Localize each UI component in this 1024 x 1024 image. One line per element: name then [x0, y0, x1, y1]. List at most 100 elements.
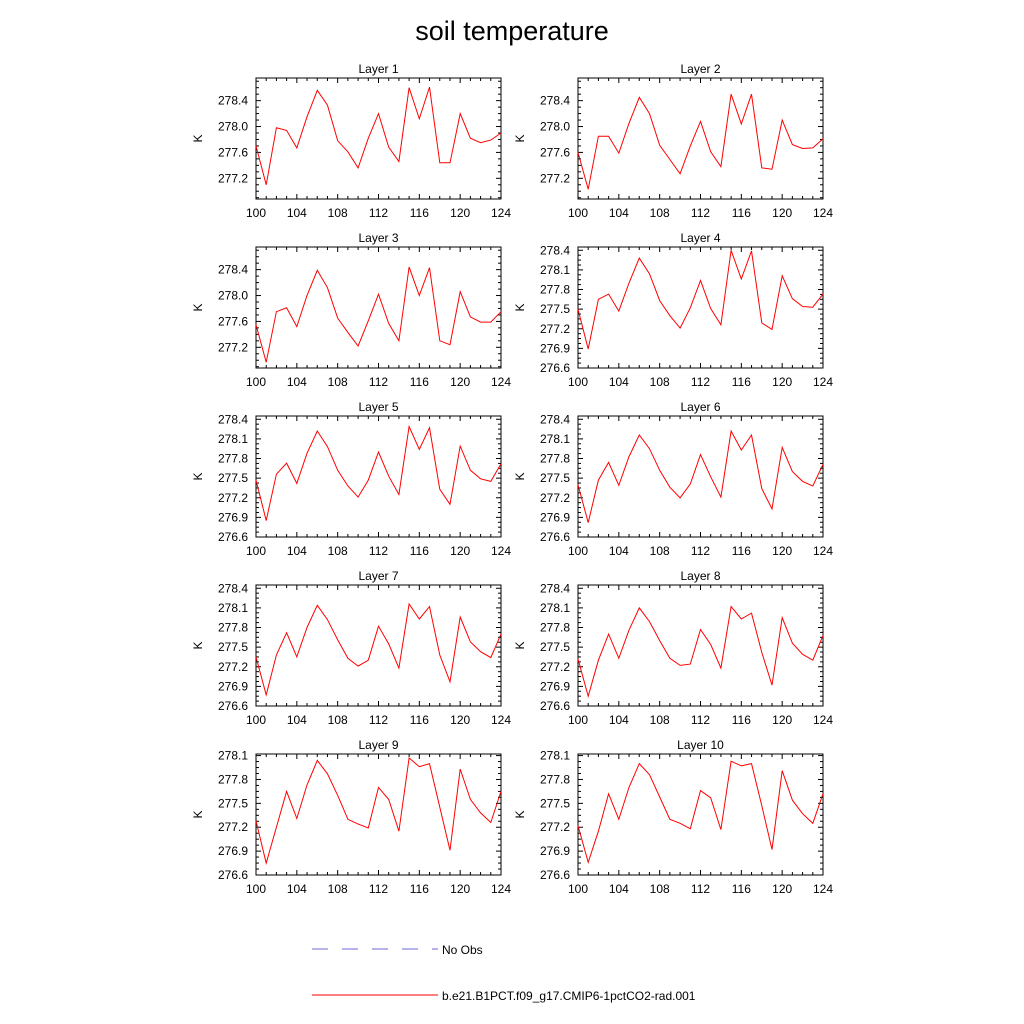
y-tick-label: 277.5 — [218, 471, 248, 485]
y-tick-label: 277.2 — [218, 491, 248, 505]
x-tick-label: 112 — [691, 544, 710, 558]
x-tick-label: 108 — [328, 882, 348, 896]
x-tick-label: 104 — [609, 544, 629, 558]
legend-label-no-obs: No Obs — [442, 943, 483, 957]
y-tick-label: 278.1 — [540, 749, 570, 763]
x-tick-label: 104 — [609, 375, 629, 389]
y-tick-label: 277.8 — [218, 621, 248, 635]
x-tick-label: 112 — [369, 544, 388, 558]
y-tick-label: 278.0 — [218, 289, 248, 303]
plot-frame — [255, 415, 502, 538]
x-tick-label: 108 — [650, 713, 670, 727]
y-tick-label: 277.2 — [218, 340, 248, 354]
x-tick-label: 104 — [609, 206, 629, 220]
y-tick-label: 277.8 — [540, 621, 570, 635]
series-line-layer-10 — [577, 760, 824, 865]
x-tick-label: 120 — [450, 375, 470, 389]
y-axis-label: K — [191, 810, 205, 818]
y-tick-label: 276.6 — [540, 530, 570, 544]
x-tick-label: 124 — [491, 206, 511, 220]
x-tick-label: 120 — [772, 206, 792, 220]
y-tick-label: 276.9 — [218, 510, 248, 524]
plot-frame — [577, 584, 824, 707]
x-tick-label: 112 — [369, 206, 388, 220]
x-tick-label: 100 — [568, 206, 588, 220]
y-tick-label: 277.2 — [540, 660, 570, 674]
x-tick-label: 116 — [732, 206, 751, 220]
y-tick-label: 277.2 — [218, 171, 248, 185]
y-tick-label: 276.9 — [540, 341, 570, 355]
y-axis-label: K — [191, 472, 205, 480]
x-tick-label: 116 — [410, 882, 429, 896]
panels-group: Layer 1 K 100 104 108 112 116 120 124 277.2 277.6 2… — [191, 62, 833, 896]
x-tick-label: 120 — [450, 544, 470, 558]
y-tick-label: 278.4 — [218, 581, 248, 595]
series-line-layer-9 — [255, 757, 502, 866]
panel-title: Layer 1 — [358, 62, 398, 76]
y-tick-label: 277.5 — [540, 796, 570, 810]
x-tick-label: 120 — [450, 882, 470, 896]
y-tick-label: 277.6 — [540, 145, 570, 159]
y-tick-label: 278.4 — [540, 412, 570, 426]
x-tick-label: 120 — [450, 206, 470, 220]
x-tick-label: 104 — [287, 544, 307, 558]
plot-frame — [255, 584, 502, 707]
y-tick-label: 277.2 — [218, 820, 248, 834]
y-tick-label: 277.2 — [540, 322, 570, 336]
x-tick-label: 124 — [813, 713, 833, 727]
y-tick-label: 276.6 — [218, 868, 248, 882]
x-tick-label: 100 — [568, 882, 588, 896]
panel-layer-1: Layer 1 K 100 104 108 112 116 120 124 277.2 277.6 2… — [191, 62, 511, 220]
y-tick-label: 276.6 — [540, 361, 570, 375]
y-tick-label: 277.5 — [540, 471, 570, 485]
y-tick-label: 278.4 — [540, 94, 570, 108]
plot-frame — [255, 246, 502, 369]
y-tick-label: 278.4 — [218, 412, 248, 426]
y-tick-label: 277.8 — [218, 772, 248, 786]
y-tick-label: 278.4 — [218, 263, 248, 277]
x-tick-label: 108 — [328, 375, 348, 389]
y-tick-label: 277.8 — [540, 283, 570, 297]
y-tick-label: 278.4 — [218, 94, 248, 108]
y-axis-label: K — [513, 303, 527, 311]
x-tick-label: 108 — [650, 882, 670, 896]
y-tick-label: 277.8 — [218, 452, 248, 466]
plot-frame — [255, 77, 502, 200]
panel-title: Layer 6 — [680, 400, 720, 414]
x-tick-label: 112 — [691, 713, 710, 727]
x-tick-label: 108 — [328, 713, 348, 727]
x-tick-label: 116 — [732, 713, 751, 727]
x-tick-label: 100 — [246, 375, 266, 389]
x-tick-label: 112 — [691, 206, 710, 220]
y-tick-label: 277.5 — [218, 640, 248, 654]
series-line-layer-4 — [577, 250, 824, 350]
x-tick-label: 112 — [691, 882, 710, 896]
x-tick-label: 100 — [568, 375, 588, 389]
y-tick-label: 277.6 — [218, 314, 248, 328]
x-tick-label: 116 — [410, 375, 429, 389]
y-tick-label: 277.2 — [540, 171, 570, 185]
y-axis-label: K — [513, 641, 527, 649]
y-tick-label: 276.6 — [218, 530, 248, 544]
y-tick-label: 277.5 — [540, 640, 570, 654]
panel-layer-9: Layer 9 K 100 104 108 112 116 120 124 276.6 276.9 2… — [191, 738, 511, 896]
y-tick-label: 276.9 — [540, 844, 570, 858]
panel-title: Layer 9 — [358, 738, 398, 752]
y-tick-label: 277.2 — [540, 491, 570, 505]
panel-layer-7: Layer 7 K 100 104 108 112 116 120 124 276.6 276.9 2… — [191, 569, 511, 727]
x-tick-label: 108 — [328, 544, 348, 558]
x-tick-label: 104 — [287, 713, 307, 727]
x-tick-label: 120 — [772, 544, 792, 558]
x-tick-label: 116 — [732, 375, 751, 389]
panel-layer-3: Layer 3 K 100 104 108 112 116 120 124 277.2 277.6 2… — [191, 231, 511, 389]
x-tick-label: 124 — [813, 206, 833, 220]
x-tick-label: 116 — [732, 882, 751, 896]
y-tick-label: 276.9 — [540, 679, 570, 693]
panel-layer-6: Layer 6 K 100 104 108 112 116 120 124 276.6 276.9 2… — [513, 400, 833, 558]
plot-frame — [577, 246, 824, 369]
x-tick-label: 104 — [609, 882, 629, 896]
y-tick-label: 277.2 — [218, 660, 248, 674]
x-tick-label: 120 — [772, 882, 792, 896]
y-tick-label: 277.6 — [218, 145, 248, 159]
